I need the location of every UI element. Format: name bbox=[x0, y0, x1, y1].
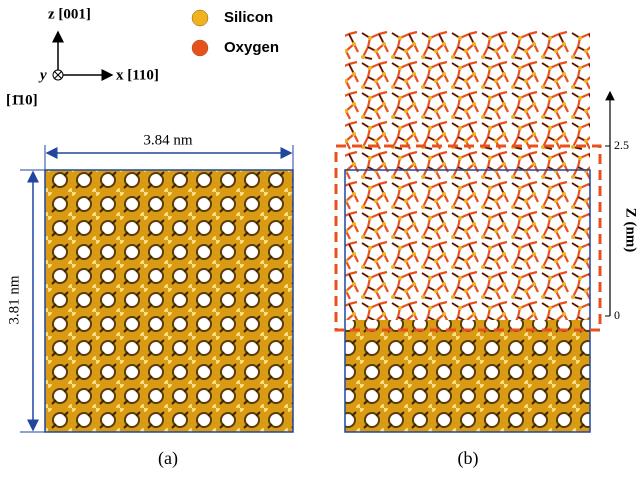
width-label: 3.84 nm bbox=[143, 132, 193, 148]
height-label: 3.81 nm bbox=[6, 275, 22, 325]
z-label: z [001] bbox=[48, 6, 91, 22]
y-label: y bbox=[38, 67, 47, 83]
legend-label: Silicon bbox=[224, 9, 273, 26]
legend-swatch bbox=[192, 10, 208, 26]
x-label: x [110] bbox=[116, 67, 159, 83]
legend: Silicon Oxygen bbox=[192, 9, 279, 56]
silicon-lattice bbox=[45, 170, 293, 432]
legend-label: Oxygen bbox=[224, 39, 279, 56]
tick-label: 0 bbox=[614, 308, 620, 322]
figure: z [001] y x [110] [1̄10] Silicon Oxygen 3… bbox=[0, 0, 642, 475]
caption-b: (b) bbox=[458, 448, 479, 469]
legend-swatch bbox=[192, 40, 208, 56]
caption-a: (a) bbox=[158, 448, 178, 469]
amorphous-oxide bbox=[345, 30, 590, 322]
tick-label: 2.5 bbox=[614, 138, 629, 152]
y-direction: [1̄10] bbox=[6, 92, 38, 108]
z-scale-label: Z (nm) bbox=[623, 208, 639, 253]
silicon-substrate bbox=[345, 320, 590, 432]
